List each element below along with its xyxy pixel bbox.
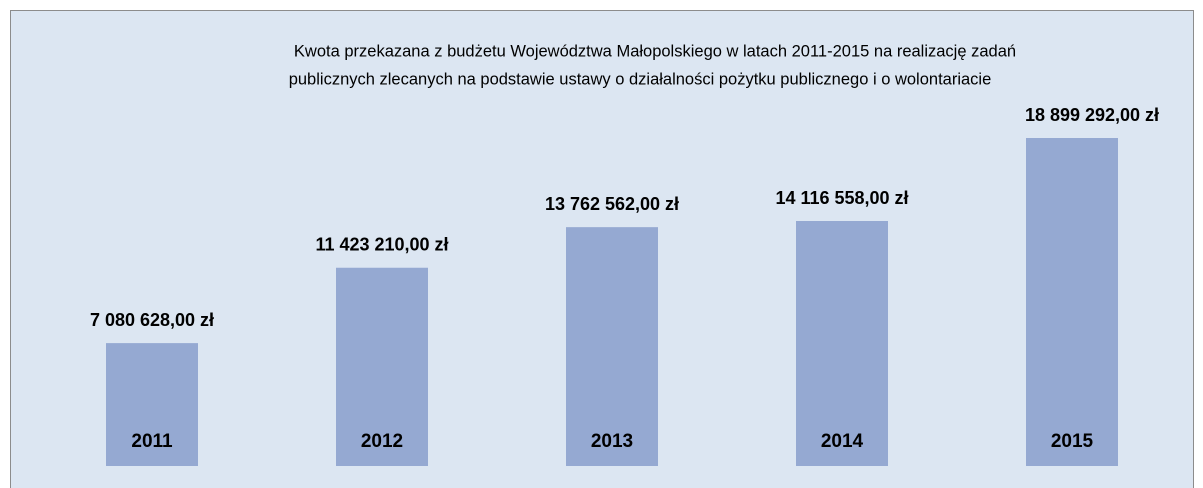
bar (796, 221, 888, 466)
category-label: 2015 (1051, 431, 1094, 452)
bar (336, 267, 428, 466)
value-label: 11 423 210,00 zł (315, 234, 448, 254)
bar (1026, 138, 1118, 466)
value-label: 14 116 558,00 zł (775, 188, 908, 208)
category-label: 2014 (821, 431, 864, 452)
chart-title: Kwota przekazana z budżetu Województwa M… (294, 42, 1016, 60)
category-label: 2012 (361, 431, 403, 452)
value-label: 7 080 628,00 zł (90, 310, 214, 330)
category-label: 2011 (131, 431, 173, 452)
value-label: 18 899 292,00 zł (1025, 105, 1159, 125)
category-label: 2013 (591, 431, 633, 452)
chart-title: publicznych zlecanych na podstawie ustaw… (289, 70, 992, 88)
bar (566, 227, 658, 466)
value-label: 13 762 562,00 zł (545, 194, 679, 214)
bar (106, 343, 198, 466)
